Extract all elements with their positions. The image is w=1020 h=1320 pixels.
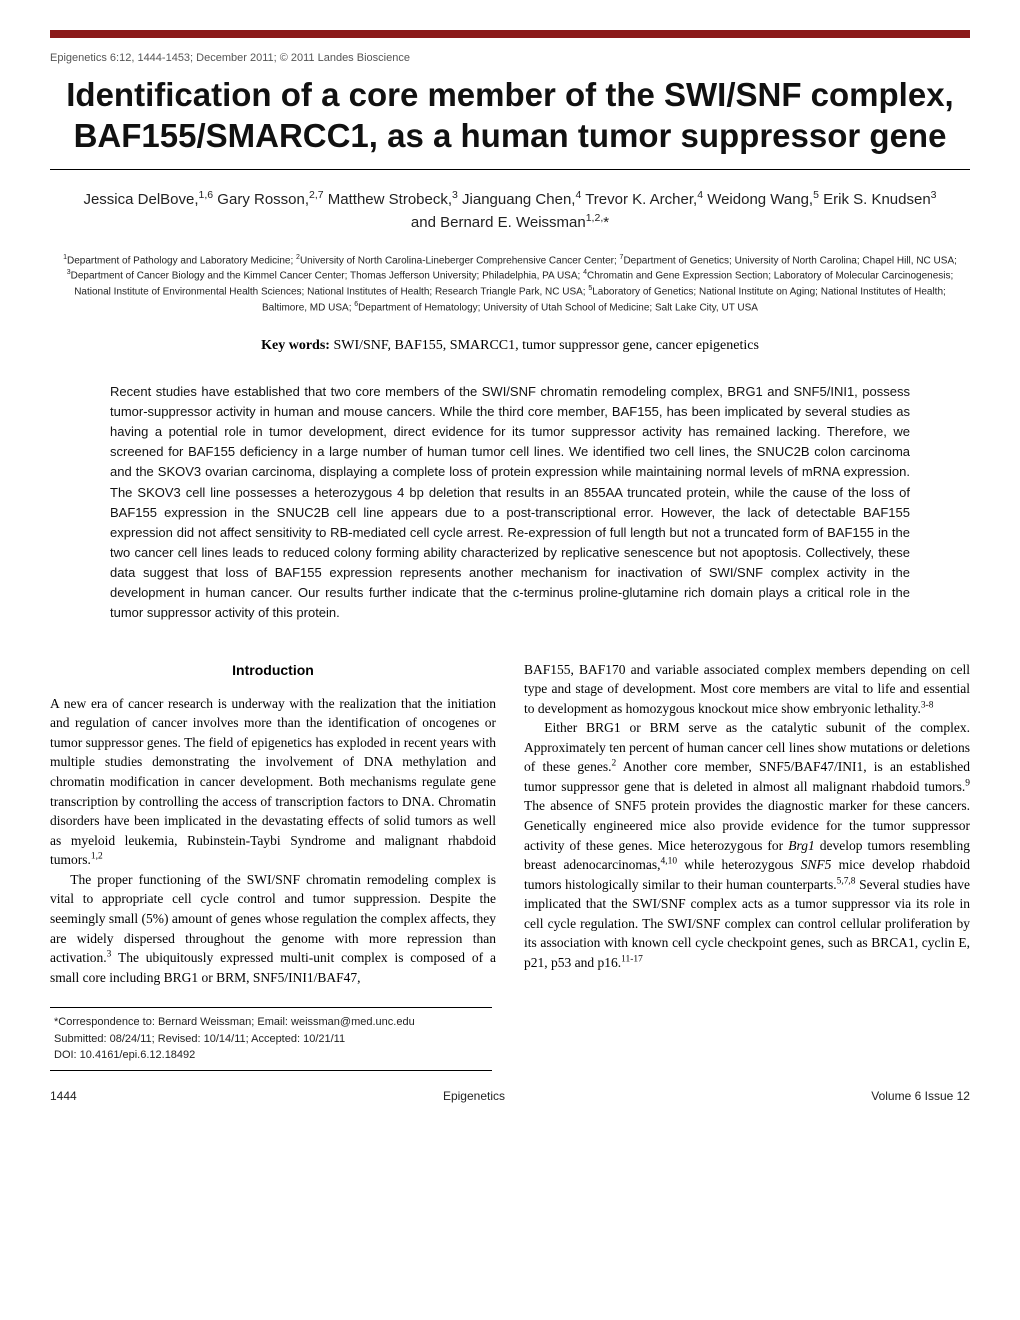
keywords-line: Key words: SWI/SNF, BAF155, SMARCC1, tum… [50, 338, 970, 354]
issue-info: Volume 6 Issue 12 [871, 1089, 970, 1103]
column-right: BAF155, BAF170 and variable associated c… [524, 660, 970, 988]
column-left: Introduction A new era of cancer researc… [50, 660, 496, 988]
journal-citation: Epigenetics 6:12, 1444-1453; December 20… [50, 52, 970, 64]
keywords-label: Key words: [261, 338, 330, 353]
intro-para-2: The proper functioning of the SWI/SNF ch… [50, 870, 496, 987]
page-footer: 1444 Epigenetics Volume 6 Issue 12 [50, 1089, 970, 1103]
correspondence-email: *Correspondence to: Bernard Weissman; Em… [54, 1014, 488, 1031]
affiliations: 1Department of Pathology and Laboratory … [60, 253, 960, 316]
introduction-heading: Introduction [50, 660, 496, 680]
intro-para-1: A new era of cancer research is underway… [50, 694, 496, 870]
body-columns: Introduction A new era of cancer researc… [50, 660, 970, 988]
keywords-text: SWI/SNF, BAF155, SMARCC1, tumor suppress… [330, 338, 759, 353]
title-rule [50, 169, 970, 170]
article-title: Identification of a core member of the S… [50, 74, 970, 157]
correspondence-doi: DOI: 10.4161/epi.6.12.18492 [54, 1047, 488, 1064]
intro-para-2-cont: BAF155, BAF170 and variable associated c… [524, 660, 970, 719]
author-list: Jessica DelBove,1,6 Gary Rosson,2,7 Matt… [50, 188, 970, 235]
page-number: 1444 [50, 1089, 77, 1103]
journal-name: Epigenetics [443, 1089, 505, 1103]
header-accent-bar [50, 30, 970, 38]
intro-para-3: Either BRG1 or BRM serve as the catalyti… [524, 718, 970, 972]
correspondence-dates: Submitted: 08/24/11; Revised: 10/14/11; … [54, 1031, 488, 1048]
abstract: Recent studies have established that two… [110, 382, 910, 624]
correspondence-box: *Correspondence to: Bernard Weissman; Em… [50, 1007, 492, 1071]
